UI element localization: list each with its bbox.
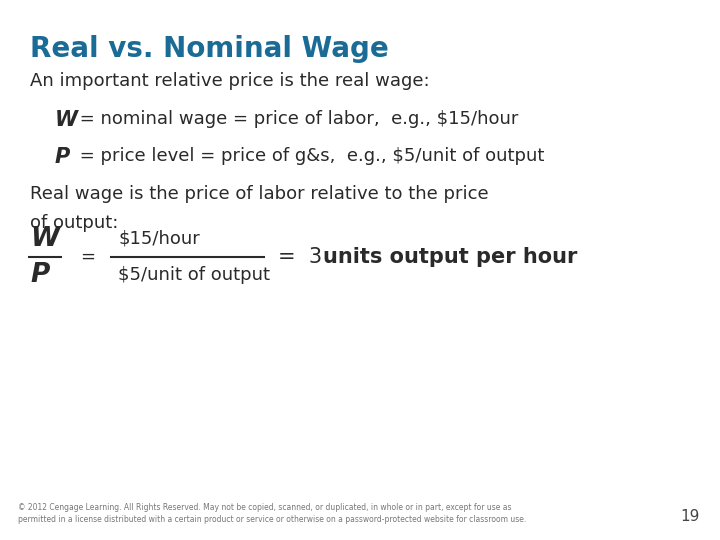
Text: 19: 19 (680, 509, 700, 524)
Text: =: = (80, 248, 95, 266)
Text: W: W (30, 226, 59, 252)
Text: $15/hour: $15/hour (118, 230, 199, 248)
Text: W: W (55, 110, 78, 130)
Text: P: P (55, 147, 71, 167)
Text: © 2012 Cengage Learning. All Rights Reserved. May not be copied, scanned, or dup: © 2012 Cengage Learning. All Rights Rese… (18, 503, 526, 524)
Text: =  3: = 3 (278, 247, 329, 267)
Text: units output per hour: units output per hour (323, 247, 577, 267)
Text: P: P (30, 262, 50, 288)
Text: = price level = price of g&s,  e.g., $5/unit of output: = price level = price of g&s, e.g., $5/u… (74, 147, 544, 165)
Text: Real wage is the price of labor relative to the price: Real wage is the price of labor relative… (30, 185, 489, 203)
Text: An important relative price is the real wage:: An important relative price is the real … (30, 72, 430, 90)
Text: Real vs. Nominal Wage: Real vs. Nominal Wage (30, 35, 389, 63)
Text: $5/unit of output: $5/unit of output (118, 266, 270, 284)
Text: of output:: of output: (30, 214, 118, 232)
Text: = nominal wage = price of labor,  e.g., $15/hour: = nominal wage = price of labor, e.g., $… (74, 110, 518, 128)
